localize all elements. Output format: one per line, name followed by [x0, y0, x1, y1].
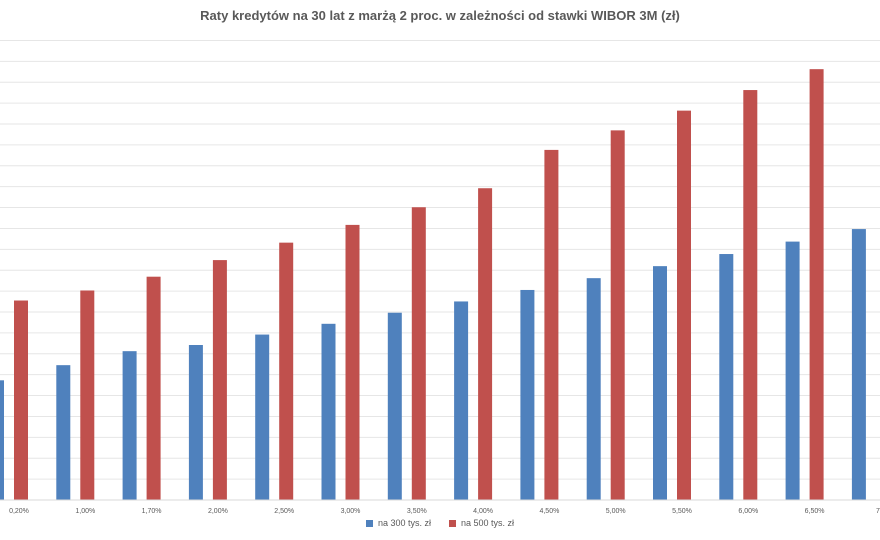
- bar-series-1-10: [653, 266, 667, 500]
- bar-series-1-12: [785, 241, 800, 501]
- x-tick-labels: 0,20% 1,00% 1,70% 2,00% 2,50% 3,00% 3,50% 4,00%…: [9, 508, 880, 515]
- bar-series-2-9: [610, 130, 625, 501]
- bar-series-1-7: [454, 301, 469, 500]
- bar-series-2-1: [80, 290, 95, 500]
- bar-series-1-4: [255, 334, 270, 500]
- legend-label-series-2: na 500 tys. zł: [461, 518, 515, 528]
- legend-item-series-2: na 500 tys. zł: [449, 518, 514, 528]
- bar-series-1-9: [586, 278, 601, 500]
- bar-series-2-12: [809, 69, 824, 501]
- x-tick-label: 1,70%: [142, 508, 162, 515]
- bar-series-2-5: [345, 224, 360, 501]
- bar-series-2-6: [411, 207, 426, 500]
- x-tick-label: 3,00%: [341, 508, 361, 515]
- x-tick-label: 6,50%: [805, 508, 825, 515]
- bar-series-1-2: [122, 351, 137, 500]
- bar-series-2-4: [279, 242, 294, 500]
- x-tick-label: 4,00%: [473, 508, 493, 515]
- bar-series-2-2: [146, 276, 161, 500]
- x-tick-label: 6,00%: [738, 508, 758, 515]
- x-tick-label: 4,50%: [539, 508, 559, 515]
- legend-label-series-1: na 300 tys. zł: [377, 518, 431, 528]
- legend-swatch-series-2: [449, 519, 456, 527]
- bar-series-2-8: [544, 149, 559, 500]
- bar-series-1-3: [188, 345, 203, 500]
- x-tick-label: 2,00%: [208, 508, 228, 515]
- x-tick-label: 0,20%: [9, 508, 29, 515]
- bar-series-2-10: [677, 110, 691, 501]
- bar-series-2-3: [212, 260, 227, 500]
- chart-title: Raty kredytów na 30 lat z marżą 2 proc. …: [200, 8, 680, 23]
- bar-series-1-8: [520, 289, 535, 500]
- legend-swatch-series-1: [365, 519, 373, 527]
- bar-series-1-1: [56, 365, 71, 500]
- gridlines: [0, 39, 880, 501]
- x-tick-label: 1,00%: [75, 508, 95, 515]
- x-tick-label: 7,0: [876, 508, 880, 515]
- x-tick-label: 3,50%: [407, 508, 427, 515]
- x-tick-label: 5,00%: [606, 508, 626, 515]
- bar-series-1-6: [387, 312, 402, 500]
- legend: na 300 tys. zł na 500 tys. zł: [0, 518, 880, 528]
- bar-series-1-13: [851, 229, 866, 500]
- bar-series-1-11: [719, 254, 734, 500]
- bar-series-2-0: [14, 300, 28, 500]
- bar-series-1-0: [0, 380, 4, 500]
- bar-series-1-5: [321, 323, 336, 500]
- bar-series-2-7: [478, 188, 493, 500]
- bars: [0, 69, 866, 501]
- bar-series-2-11: [743, 90, 758, 501]
- x-tick-label: 2,50%: [274, 508, 294, 515]
- legend-item-series-1: na 300 tys. zł: [365, 518, 431, 528]
- x-tick-label: 5,50%: [672, 508, 692, 515]
